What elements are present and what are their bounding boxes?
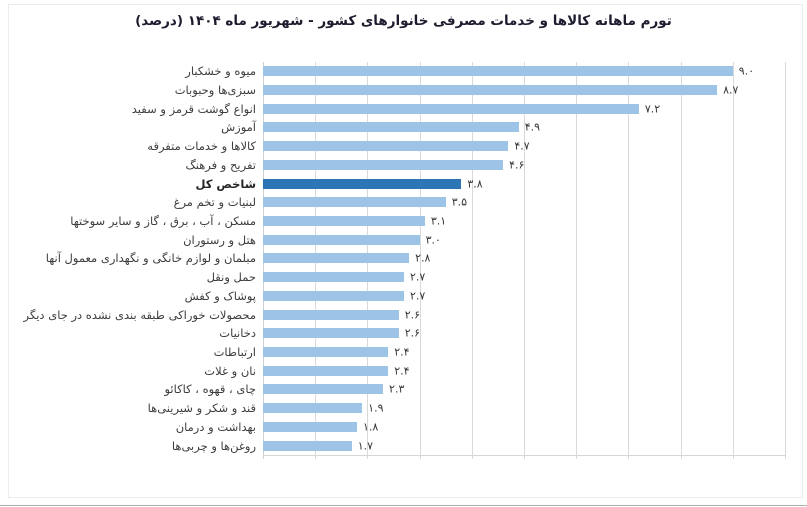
bar-row: ارتباطات ۲.۴ bbox=[214, 343, 785, 362]
bar bbox=[263, 347, 389, 358]
bar bbox=[263, 141, 509, 152]
value-label: ۲.۳ bbox=[389, 382, 405, 396]
gridline bbox=[785, 62, 786, 459]
value-label: ۲.۶ bbox=[404, 308, 421, 322]
bar bbox=[263, 178, 462, 189]
bar-row: کالاها و خدمات متفرقه ۴.۷ bbox=[147, 137, 785, 156]
bar bbox=[263, 66, 733, 77]
category-label: انواع گوشت قرمز و سفید bbox=[131, 101, 256, 116]
value-label: ۱.۷ bbox=[357, 439, 374, 453]
category-label: تفریح و فرهنگ bbox=[185, 157, 256, 172]
category-label: حمل ونقل bbox=[206, 270, 256, 285]
bar bbox=[263, 253, 410, 264]
bar-row: محصولات خوراکی طبقه بندی نشده در جای دیگ… bbox=[24, 305, 785, 324]
category-label: آموزش bbox=[221, 120, 256, 135]
gridline bbox=[524, 62, 525, 459]
bar-row: شاخص کل ۳.۸ bbox=[195, 174, 785, 193]
category-label: چای ، قهوه ، کاکائو bbox=[164, 382, 256, 397]
bar bbox=[263, 421, 357, 432]
value-label: ۲.۴ bbox=[394, 345, 410, 359]
value-label: ۲.۴ bbox=[394, 364, 410, 378]
value-label: ۱.۹ bbox=[368, 401, 384, 415]
value-label: ۹.۰ bbox=[738, 64, 755, 78]
bar-row: انواع گوشت قرمز و سفید ۷.۲ bbox=[132, 99, 785, 118]
value-label: ۱.۸ bbox=[362, 420, 379, 434]
value-label: ۸.۷ bbox=[723, 83, 739, 97]
value-label: ۲.۸ bbox=[415, 251, 431, 265]
bar-row: سبزی‌ها وحبوبات ۸.۷ bbox=[175, 81, 785, 100]
value-label: ۴.۷ bbox=[514, 139, 530, 153]
chart-title: تورم ماهانه کالاها و خدمات مصرفی خانواره… bbox=[135, 13, 672, 29]
bar-row: تفریح و فرهنگ ۴.۶ bbox=[185, 156, 785, 175]
gridline bbox=[628, 62, 630, 459]
bar-row: چای ، قهوه ، کاکائو ۲.۳ bbox=[164, 380, 785, 399]
bar bbox=[263, 290, 404, 301]
bar-row: قند و شکر و شیرینی‌ها ۱.۹ bbox=[148, 399, 785, 418]
category-label: هتل و رستوران bbox=[183, 232, 256, 247]
image-bottom-border bbox=[0, 505, 807, 506]
bar-row: آموزش ۴.۹ bbox=[221, 118, 785, 137]
category-label: پوشاک و کفش bbox=[184, 288, 256, 303]
category-label: لبنیات و تخم مرغ bbox=[173, 195, 256, 210]
bar-row: لبنیات و تخم مرغ ۳.۵ bbox=[174, 193, 785, 212]
gridline bbox=[576, 62, 578, 459]
bar bbox=[263, 234, 420, 245]
plot-area: میوه و خشکبار ۹.۰ سبزی‌ها وحبوبات ۸.۷ انواع … bbox=[24, 62, 786, 459]
bar-row: دخانیات ۲.۶ bbox=[219, 324, 785, 343]
category-label: بهداشت و درمان bbox=[175, 419, 256, 434]
value-label: ۳.۰ bbox=[425, 233, 441, 247]
value-label: ۲.۷ bbox=[409, 270, 426, 284]
gridline bbox=[732, 62, 734, 459]
gridline bbox=[419, 62, 421, 459]
bar bbox=[263, 216, 425, 227]
bar bbox=[263, 159, 504, 170]
bar bbox=[263, 272, 404, 283]
bar bbox=[263, 103, 639, 114]
bar bbox=[263, 403, 363, 414]
value-label: ۴.۶ bbox=[509, 158, 525, 172]
bar-row: میوه و خشکبار ۹.۰ bbox=[185, 62, 785, 81]
value-label: ۴.۹ bbox=[524, 120, 541, 134]
category-label: دخانیات bbox=[219, 326, 256, 341]
category-label: میوه و خشکبار bbox=[185, 64, 256, 79]
bar bbox=[263, 122, 519, 133]
category-label: نان و غلات bbox=[204, 363, 256, 378]
value-label: ۷.۲ bbox=[644, 102, 661, 116]
category-label: ارتباطات bbox=[213, 345, 256, 360]
bar bbox=[263, 309, 399, 320]
value-label: ۳.۸ bbox=[467, 177, 483, 191]
bar bbox=[263, 85, 718, 96]
bar-row: پوشاک و کفش ۲.۷ bbox=[185, 287, 785, 306]
bar-row: مسکن ، آب ، برق ، گاز و سایر سوختها ۳.۱ bbox=[70, 212, 785, 231]
figure-frame bbox=[8, 4, 803, 498]
category-label: سبزی‌ها وحبوبات bbox=[174, 83, 256, 98]
value-label: ۳.۱ bbox=[430, 214, 447, 228]
category-label: شاخص کل bbox=[195, 176, 256, 191]
bar bbox=[263, 440, 352, 451]
bar-row: هتل و رستوران ۳.۰ bbox=[183, 230, 785, 249]
category-label: مبلمان و لوازم خانگی و نگهداری معمول آنه… bbox=[45, 251, 256, 266]
value-label: ۲.۶ bbox=[404, 326, 421, 340]
bar-row: بهداشت و درمان ۱.۸ bbox=[176, 418, 785, 437]
gridline bbox=[680, 62, 682, 459]
bar-row: نان و غلات ۲.۴ bbox=[204, 361, 785, 380]
bar-row: مبلمان و لوازم خانگی و نگهداری معمول آنه… bbox=[46, 249, 785, 268]
value-label: ۲.۷ bbox=[409, 289, 426, 303]
gridline bbox=[471, 62, 473, 459]
bar-row: روغن‌ها و چربی‌ها ۱.۷ bbox=[172, 436, 785, 455]
bar bbox=[263, 197, 446, 208]
bar bbox=[263, 384, 384, 395]
bar-row: حمل ونقل ۲.۷ bbox=[207, 268, 785, 287]
category-label: مسکن ، آب ، برق ، گاز و سایر سوختها bbox=[70, 214, 256, 229]
bar bbox=[263, 365, 389, 376]
category-label: قند و شکر و شیرینی‌ها bbox=[147, 401, 256, 416]
category-label: محصولات خوراکی طبقه بندی نشده در جای دیگ… bbox=[23, 307, 256, 322]
value-label: ۳.۵ bbox=[451, 195, 468, 209]
category-label: روغن‌ها و چربی‌ها bbox=[171, 438, 256, 453]
bar bbox=[263, 328, 399, 339]
category-label: کالاها و خدمات متفرقه bbox=[147, 139, 256, 154]
